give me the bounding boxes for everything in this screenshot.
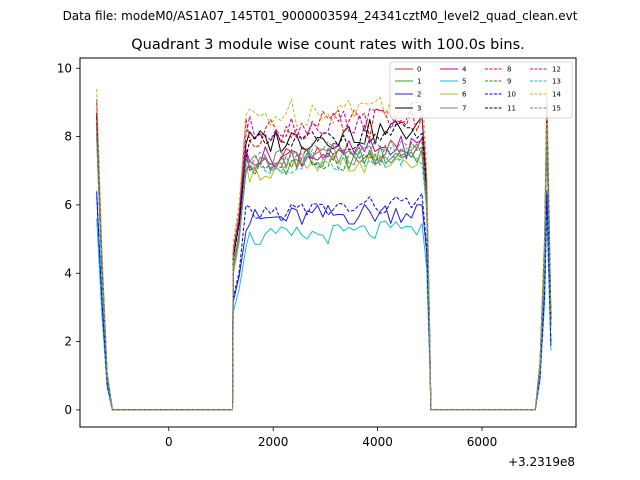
- legend-label: 0: [417, 66, 421, 74]
- legend-label: 13: [552, 78, 561, 86]
- x-offset-label: +3.2319e8: [508, 455, 575, 469]
- legend-label: 5: [462, 78, 466, 86]
- legend-label: 12: [552, 66, 561, 74]
- legend-label: 1: [417, 78, 421, 86]
- x-tick-label: 4000: [362, 435, 393, 449]
- series-line-5: [96, 211, 552, 411]
- series-line-10: [96, 191, 552, 411]
- series-line-13: [96, 132, 552, 411]
- y-tick-label: 0: [64, 403, 72, 417]
- legend-label: 2: [417, 91, 421, 99]
- series-line-12: [96, 95, 552, 411]
- legend-label: 14: [552, 91, 561, 99]
- y-tick-label: 8: [64, 130, 72, 144]
- legend-label: 15: [552, 105, 561, 113]
- y-axis: 0 2 4 6 8 10: [57, 61, 80, 417]
- chart-suptitle: Data file: modeM0/AS1A07_145T01_90000035…: [63, 9, 578, 23]
- legend-label: 6: [462, 91, 467, 99]
- legend-label: 3: [417, 105, 421, 113]
- chart-title: Quadrant 3 module wise count rates with …: [131, 37, 525, 53]
- x-tick-label: 2000: [258, 435, 289, 449]
- series-line-11: [96, 108, 552, 411]
- legend-label: 4: [462, 66, 467, 74]
- y-tick-label: 4: [64, 266, 72, 280]
- x-tick-label: 6000: [467, 435, 498, 449]
- legend-label: 11: [507, 105, 516, 113]
- y-tick-label: 10: [57, 61, 72, 75]
- plot-frame: [79, 57, 577, 428]
- y-tick-label: 2: [64, 335, 72, 349]
- y-tick-label: 6: [64, 198, 72, 212]
- legend-frame: [389, 61, 573, 119]
- series-line-2: [96, 190, 552, 411]
- legend-label: 8: [507, 66, 511, 74]
- x-tick-label: 0: [165, 435, 173, 449]
- x-axis: 0 2000 4000 6000: [165, 427, 497, 449]
- legend-label: 10: [507, 91, 516, 99]
- series-layer: [96, 81, 552, 411]
- series-line-15: [96, 125, 552, 411]
- legend-label: 9: [507, 78, 511, 86]
- legend-label: 7: [462, 105, 466, 113]
